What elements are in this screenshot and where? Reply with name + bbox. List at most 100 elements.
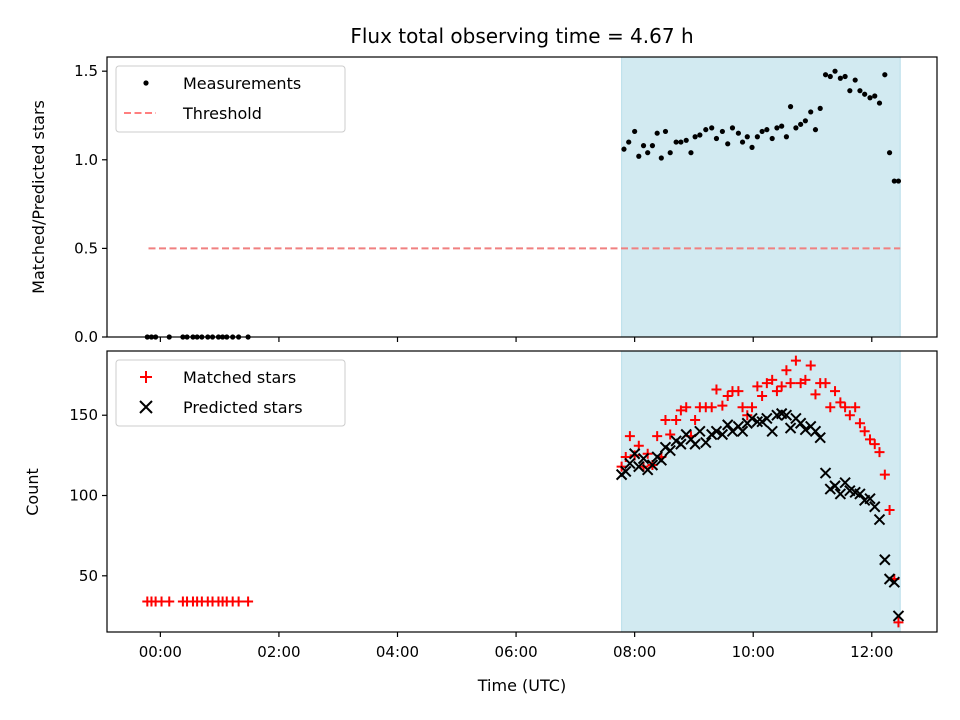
predicted-star-marker [664,444,676,457]
predicted-star-marker [873,513,886,526]
predicted-star-marker [716,428,729,441]
measurement-point [872,93,878,99]
measurement-point [857,88,863,94]
matched-star-marker [752,381,763,392]
matched-star-marker [844,410,855,421]
measurement-point [658,155,664,161]
predicted-star-marker [799,423,812,436]
y-tick-label: 150 [69,406,98,424]
matched-star-marker [810,389,821,400]
measurement-point [774,125,780,131]
matched-star-marker [660,415,671,426]
legend-frame [115,65,346,133]
x-tick-label: 06:00 [494,643,537,661]
matched-star-marker [850,402,861,413]
matched-star-marker [785,378,796,389]
predicted-star-marker [766,425,778,437]
predicted-star-marker [646,459,659,471]
matched-star-marker [733,386,744,397]
matched-star-marker [722,390,733,401]
measurement-point [891,178,897,184]
measurement-point [703,127,709,133]
measurement-point [769,135,775,142]
measurement-point [735,130,741,136]
measurement-point [636,153,642,159]
y-tick-label: 0.0 [74,328,98,346]
matched-star-marker [243,596,254,607]
matched-star-marker [825,402,836,413]
predicted-star-marker [761,412,773,425]
predicted-star-marker [869,501,881,513]
measurement-point [812,127,819,133]
measurement-point [759,128,765,135]
measurement-point [886,150,893,156]
measurement-point [817,105,823,111]
measurement-point [754,134,760,140]
measurement-point [729,125,736,131]
measurement-point [876,100,883,106]
predicted-star-marker [864,493,876,505]
x-tick-label: 08:00 [613,643,656,661]
predicted-star-marker [829,480,841,492]
x-axis-label: Time (UTC) [477,676,566,695]
predicted-star-marker [888,576,901,588]
measurement-point [719,128,725,135]
measurement-point [621,146,627,152]
matched-star-marker [805,360,816,371]
predicted-star-marker [722,419,734,431]
measurement-point [744,134,750,140]
matched-star-marker [690,415,701,426]
predicted-star-marker [633,460,645,473]
predicted-star-marker [689,438,701,450]
measurement-point [822,72,829,78]
legend-ratio: Measurements Threshold [115,65,346,133]
y-tick-label: 0.5 [74,239,98,257]
matched-star-marker [761,378,772,389]
predicted-star-marker [819,467,832,479]
matched-star-marker [757,390,768,401]
x-tick-label: 04:00 [376,643,419,661]
matched-star-marker [781,365,792,376]
measurement-point [802,118,808,124]
legend-marker-x [139,400,153,414]
matched-star-marker [742,410,753,421]
measurement-point [783,134,790,140]
x-tick-label: 10:00 [732,643,775,661]
panel-ratio: 0.0 0.5 1.0 1.5 Measurements Threshold [74,56,938,346]
measurement-point [692,134,698,140]
measurement-point [867,95,873,101]
matched-star-marker [884,504,895,515]
matched-star-marker [747,402,758,413]
measurement-point [667,150,673,156]
matched-star-marker [717,400,728,411]
chart-title: Flux total observing time = 4.67 h [350,24,693,48]
measurement-point [640,143,647,149]
matched-star-marker [652,431,663,442]
plot-layer: 0.0 0.5 1.0 1.5 Measurements Threshold 50 100 15… [69,56,938,661]
y-tick-label: 1.5 [74,62,98,80]
matched-star-marker [706,402,717,413]
measurement-point [852,77,858,83]
matched-star-marker [840,402,851,413]
matched-star-marker [675,405,686,416]
predicted-star-marker [784,422,797,434]
matched-star-marker [859,426,870,437]
predicted-star-marker [746,412,758,425]
measurement-point [673,139,679,145]
matched-star-marker [767,374,778,385]
measurement-point [683,137,689,143]
y-tick-label: 50 [79,567,98,585]
predicted-star-marker [675,438,687,450]
predicted-star-marker [780,409,793,421]
panel-count: 50 100 150 00:00 02:00 04:00 06:00 08:00 10:00 12… [69,350,938,661]
matched-star-marker [771,386,782,397]
measurement-point [697,132,703,138]
measurement-point [808,109,814,115]
matched-star-marker [681,402,692,413]
measurement-point [688,150,694,156]
measurement-point [882,72,888,78]
y-axis-label-count: Count [23,468,42,516]
predicted-star-marker [736,425,749,437]
measurement-point [779,123,785,129]
measurement-point [895,178,902,184]
